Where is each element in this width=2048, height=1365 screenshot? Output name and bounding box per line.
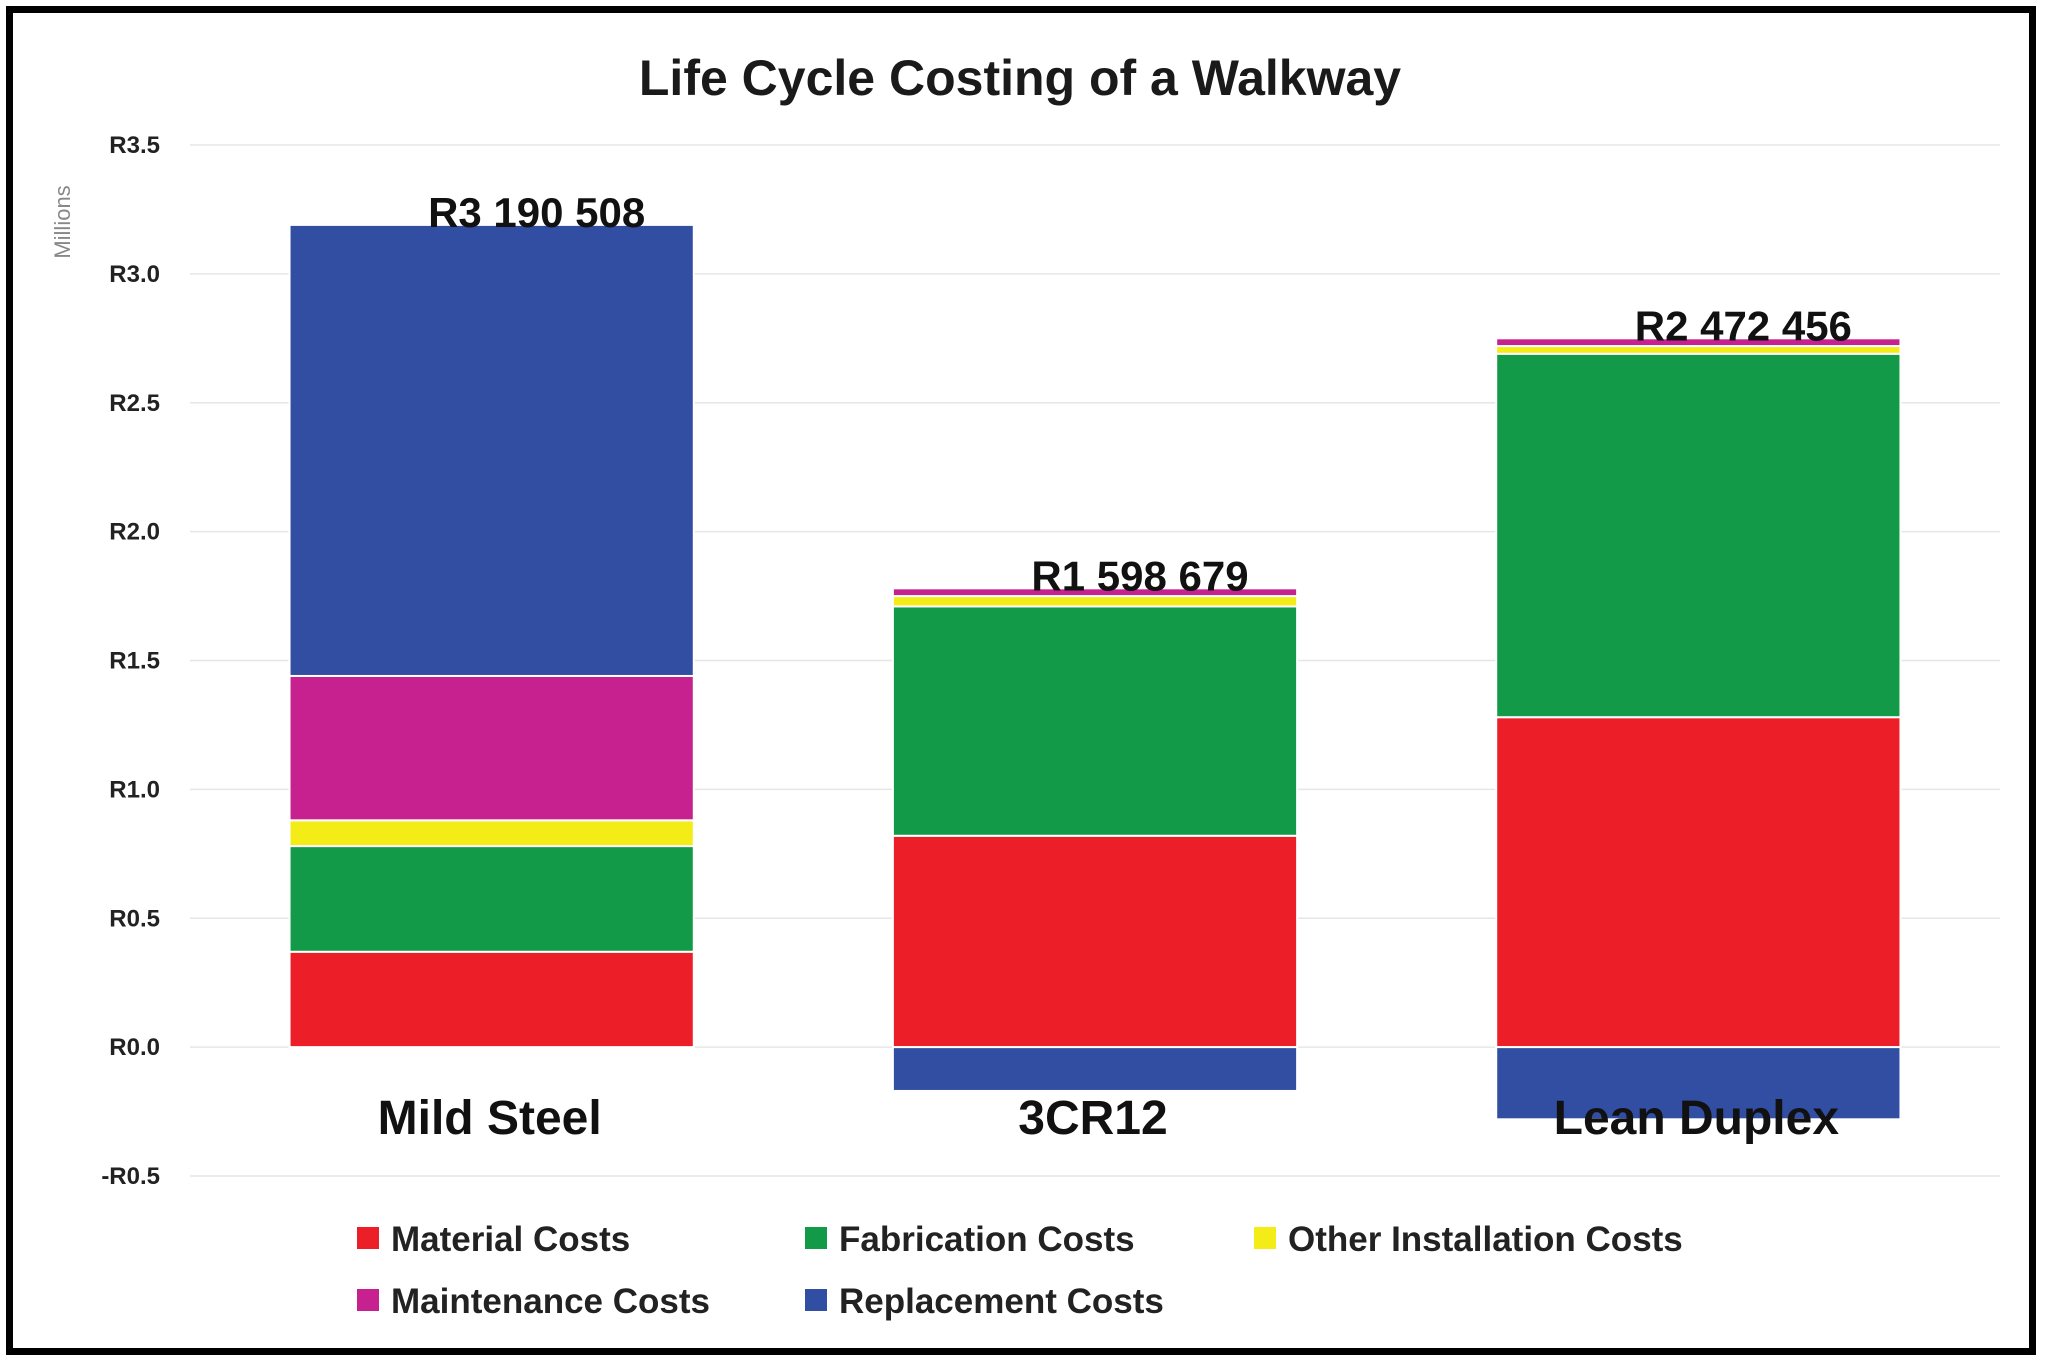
bar-segment-material-costs [288, 950, 695, 1049]
legend-swatch [805, 1289, 827, 1311]
bar-segment-fabrication-costs [1495, 352, 1902, 719]
legend-label: Fabrication Costs [839, 1220, 1135, 1259]
total-labels: R3 190 508 R1 598 679 R2 472 456 [428, 189, 1852, 599]
chart-title: Life Cycle Costing of a Walkway [639, 50, 1401, 106]
bar-segment-maintenance-costs [891, 587, 1299, 598]
legend-item-other-installation-costs: Other Installation Costs [1254, 1220, 1683, 1259]
y-tick-label: -R0.5 [101, 1163, 160, 1190]
y-tick-label: R3.5 [109, 132, 160, 159]
legend-label: Other Installation Costs [1288, 1220, 1683, 1259]
y-tick-label: R1.0 [109, 776, 160, 803]
y-axis-unit-label: Millions [50, 185, 75, 258]
category-label: Lean Duplex [1554, 1092, 1840, 1145]
legend-swatch [805, 1227, 827, 1249]
legend-label: Maintenance Costs [391, 1282, 710, 1321]
y-tick-label: R0.5 [109, 905, 160, 932]
category-label: 3CR12 [1018, 1092, 1167, 1145]
total-label: R3 190 508 [428, 189, 645, 236]
legend: Material Costs Fabrication Costs Other Ins… [357, 1220, 1683, 1321]
y-tick-label: R1.5 [109, 648, 160, 675]
bar-segment-replacement-costs [1495, 1046, 1902, 1121]
bar-segment-replacement-costs [288, 223, 695, 677]
y-tick-label: R0.0 [109, 1034, 160, 1061]
category-labels: Mild Steel 3CR12 Lean Duplex [378, 1092, 1840, 1145]
bar-segment-fabrication-costs [288, 845, 695, 953]
legend-swatch [357, 1227, 379, 1249]
y-axis-ticks: -R0.5 R0.0 R0.5 R1.0 R1.5 R2.0 R2.5 R3.0 R3.5 [101, 132, 160, 1190]
total-label: R1 598 679 [1031, 552, 1248, 599]
bar-segment-material-costs [891, 834, 1299, 1049]
legend-item-material-costs: Material Costs [357, 1220, 630, 1259]
bar-segment-other-installation-costs [288, 819, 695, 848]
bar-segment-maintenance-costs [1495, 337, 1902, 348]
legend-swatch [357, 1289, 379, 1311]
legend-item-replacement-costs: Replacement Costs [805, 1282, 1164, 1321]
legend-item-fabrication-costs: Fabrication Costs [805, 1220, 1135, 1259]
bars [288, 223, 1902, 1121]
total-label: R2 472 456 [1635, 302, 1852, 349]
legend-label: Replacement Costs [839, 1282, 1164, 1321]
y-tick-label: R2.5 [109, 390, 160, 417]
y-tick-label: R3.0 [109, 261, 160, 288]
y-tick-label: R2.0 [109, 519, 160, 546]
bar-segment-fabrication-costs [891, 605, 1299, 837]
category-label: Mild Steel [378, 1092, 602, 1145]
legend-label: Material Costs [391, 1220, 630, 1259]
bar-segment-material-costs [1495, 716, 1902, 1049]
legend-item-maintenance-costs: Maintenance Costs [357, 1282, 710, 1321]
bar-segment-replacement-costs [891, 1046, 1299, 1092]
legend-swatch [1254, 1227, 1276, 1249]
bar-segment-maintenance-costs [288, 674, 695, 822]
